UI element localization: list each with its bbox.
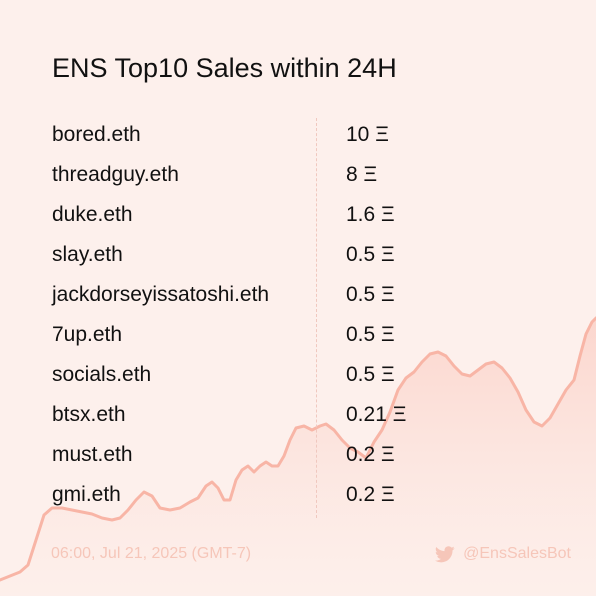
background-trend-line [0,316,596,582]
domain-name: must.eth [52,443,133,466]
list-item: 7up.eth 0.5 Ξ [0,315,596,355]
footer-handle[interactable]: @EnsSalesBot [435,543,571,565]
list-item: must.eth 0.2 Ξ [0,435,596,475]
sale-price: 0.2 Ξ [346,483,395,506]
list-item: bored.eth 10 Ξ [0,115,596,155]
sale-price: 0.21 Ξ [346,403,407,426]
sales-list: bored.eth 10 Ξ threadguy.eth 8 Ξ duke.et… [0,115,596,515]
domain-name: threadguy.eth [52,163,179,186]
sale-price: 10 Ξ [346,123,389,146]
list-item: socials.eth 0.5 Ξ [0,355,596,395]
domain-name: bored.eth [52,123,141,146]
domain-name: slay.eth [52,243,123,266]
list-item: slay.eth 0.5 Ξ [0,235,596,275]
sale-price: 0.5 Ξ [346,363,395,386]
list-item: duke.eth 1.6 Ξ [0,195,596,235]
domain-name: btsx.eth [52,403,126,426]
footer-timestamp: 06:00, Jul 21, 2025 (GMT-7) [51,545,252,562]
list-item: btsx.eth 0.21 Ξ [0,395,596,435]
list-item: threadguy.eth 8 Ξ [0,155,596,195]
twitter-bird-icon [435,545,455,562]
sale-price: 1.6 Ξ [346,203,395,226]
domain-name: socials.eth [52,363,152,386]
sale-price: 8 Ξ [346,163,378,186]
domain-name: 7up.eth [52,323,123,346]
list-item: jackdorseyissatoshi.eth 0.5 Ξ [0,275,596,315]
background-trend-area [0,318,596,596]
column-divider [316,118,317,518]
domain-name: duke.eth [52,203,133,226]
sale-price: 0.5 Ξ [346,243,395,266]
sale-price: 0.2 Ξ [346,443,395,466]
sale-price: 0.5 Ξ [346,323,395,346]
sale-price: 0.5 Ξ [346,283,395,306]
list-item: gmi.eth 0.2 Ξ [0,475,596,515]
page-title: ENS Top10 Sales within 24H [52,53,397,83]
domain-name: gmi.eth [52,483,121,506]
domain-name: jackdorseyissatoshi.eth [52,283,270,306]
footer-handle-text: @EnsSalesBot [463,545,571,562]
